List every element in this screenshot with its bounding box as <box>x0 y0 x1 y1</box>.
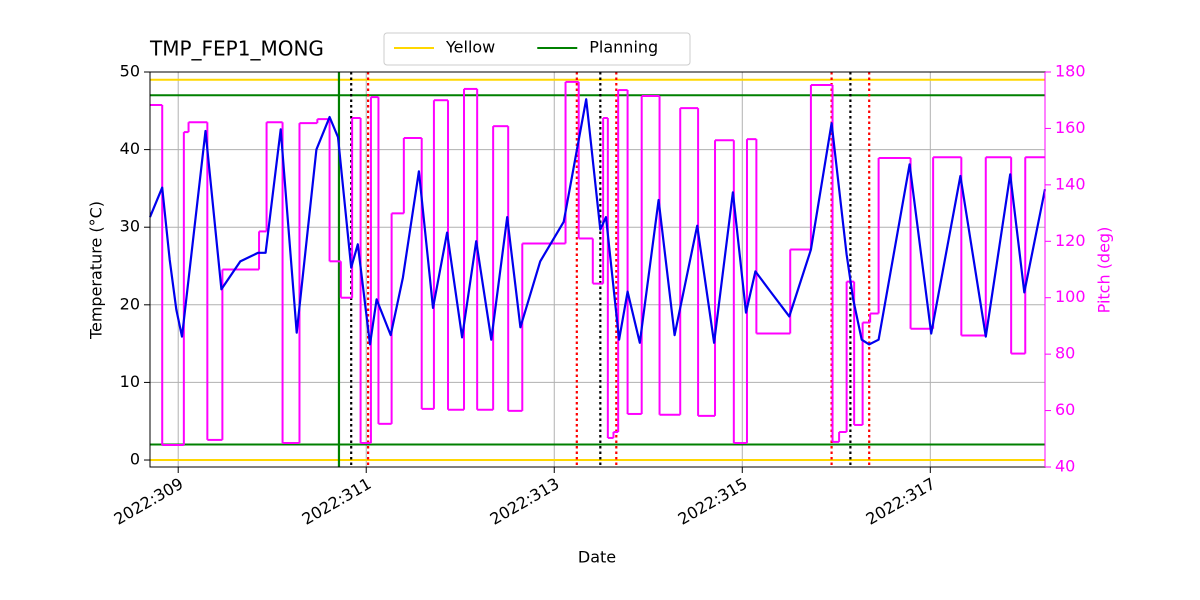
y-axis-label: Temperature (°C) <box>87 201 106 340</box>
y-tick-label: 30 <box>120 217 140 236</box>
x-axis-label: Date <box>578 548 616 567</box>
y2-tick-label: 140 <box>1055 174 1086 193</box>
x-tick-label: 2022:313 <box>487 474 563 529</box>
y-tick-label: 0 <box>130 450 140 469</box>
y2-tick-label: 100 <box>1055 287 1086 306</box>
y-tick-label: 20 <box>120 294 140 313</box>
legend-label: Planning <box>589 38 658 57</box>
x-tick-label: 2022:309 <box>111 474 187 529</box>
x-tick-label: 2022:315 <box>675 474 751 529</box>
x-tick-label: 2022:317 <box>863 474 939 529</box>
temperature-line <box>148 98 1047 346</box>
legend-box <box>383 32 691 66</box>
y2-tick-label: 40 <box>1055 457 1075 476</box>
y-tick-label: 10 <box>120 372 140 391</box>
chart-title: TMP_FEP1_MONG <box>149 37 324 61</box>
y-tick-label: 50 <box>120 62 140 81</box>
y-tick-label: 40 <box>120 139 140 158</box>
legend-label: Yellow <box>445 38 495 57</box>
x-tick-label: 2022:311 <box>299 474 375 529</box>
y2-tick-label: 80 <box>1055 344 1075 363</box>
y2-tick-label: 160 <box>1055 118 1086 137</box>
y2-tick-label: 60 <box>1055 400 1075 419</box>
y2-tick-label: 120 <box>1055 231 1086 250</box>
y2-axis-label: Pitch (deg) <box>1095 227 1114 314</box>
y2-tick-label: 180 <box>1055 62 1086 81</box>
